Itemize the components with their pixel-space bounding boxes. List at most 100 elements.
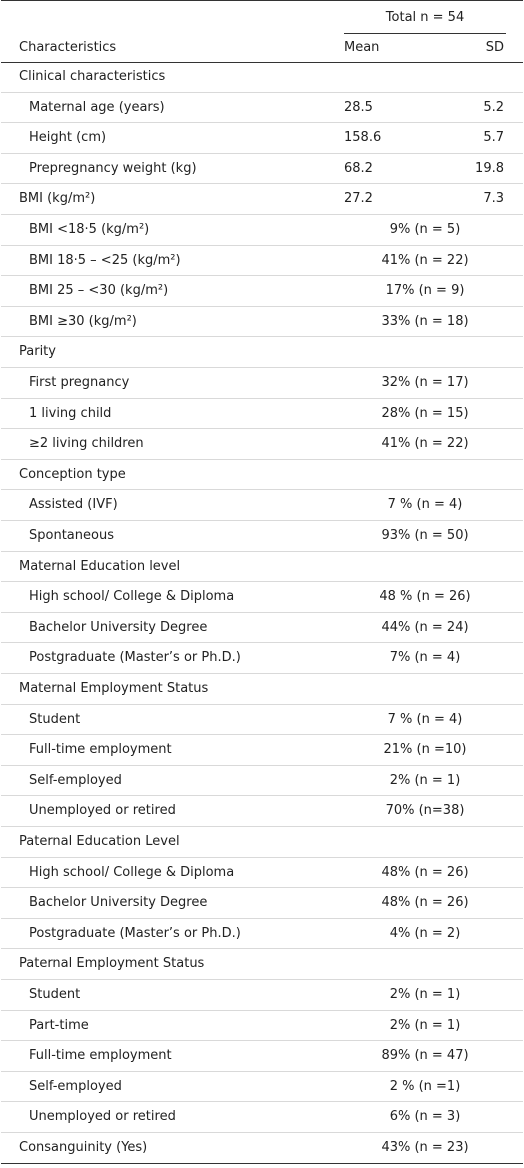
table-row: Postgraduate (Master’s or Ph.D.) 7% (n = … <box>1 643 523 674</box>
value-cell: 48 % (n = 26) <box>379 589 471 605</box>
sd-cell: 5.2 <box>483 99 504 115</box>
section-title: Conception type <box>19 466 126 482</box>
table-row: 1 living child 28% (n = 15) <box>1 399 523 430</box>
sd-cell: 19.8 <box>475 160 504 176</box>
row-label: Unemployed or retired <box>29 803 176 819</box>
row-label: BMI 25 – <30 (kg/m²) <box>29 283 169 299</box>
row-label: Bachelor University Degree <box>29 895 208 911</box>
value-cell: 2 % (n =1) <box>389 1078 461 1094</box>
row-label: Full-time employment <box>29 742 172 758</box>
table-row: Unemployed or retired 6% (n = 3) <box>1 1102 523 1133</box>
table-row: BMI 18·5 – <25 (kg/m²) 41% (n = 22) <box>1 246 523 277</box>
value-cell: 44% (n = 24) <box>381 619 469 635</box>
row-label: BMI 18·5 – <25 (kg/m²) <box>29 252 181 268</box>
table-row: Prepregnancy weight (kg) 68.2 19.8 <box>1 154 523 185</box>
row-label: Full-time employment <box>29 1048 172 1064</box>
value-cell: 93% (n = 50) <box>381 528 469 543</box>
row-label: High school/ College & Diploma <box>29 864 235 880</box>
value-cell: 41% (n = 22) <box>381 436 469 452</box>
value-cell: 7% (n = 4) <box>389 650 461 666</box>
table-row: Parity <box>1 337 523 368</box>
sd-cell: 5.7 <box>483 130 504 146</box>
table-row: High school/ College & Diploma 48% (n = 2… <box>1 858 523 889</box>
table-row: Maternal Employment Status <box>1 674 523 705</box>
table-row: BMI 25 – <30 (kg/m²) 17% (n = 9) <box>1 276 523 307</box>
table-row: BMI <18·5 (kg/m²) 9% (n = 5) <box>1 215 523 246</box>
section-title: Parity <box>19 344 56 360</box>
table-row: High school/ College & Diploma 48 % (n = … <box>1 582 523 613</box>
table-row: Postgraduate (Master’s or Ph.D.) 4% (n = … <box>1 919 523 950</box>
mean-cell: 158.6 <box>344 130 382 146</box>
value-cell: 33% (n = 18) <box>381 313 469 329</box>
section-title: Maternal Education level <box>19 558 181 574</box>
value-cell: 9% (n = 5) <box>389 222 461 237</box>
group-header: Total n = 54 <box>385 10 465 25</box>
value-cell: 17% (n = 9) <box>385 283 465 299</box>
table-row: Unemployed or retired 70% (n=38) <box>1 796 523 827</box>
row-label: Part-time <box>29 1017 89 1033</box>
section-title: Consanguinity (Yes) <box>19 1140 148 1155</box>
value-cell: 70% (n=38) <box>385 803 465 819</box>
table-row: Self-employed 2% (n = 1) <box>1 766 523 797</box>
row-label: BMI ≥30 (kg/m²) <box>29 313 137 329</box>
row-label: Student <box>29 987 81 1002</box>
row-label: First pregnancy <box>29 375 130 390</box>
value-cell: 41% (n = 22) <box>381 252 469 268</box>
mean-cell: 28.5 <box>344 99 373 115</box>
row-label: Unemployed or retired <box>29 1109 176 1125</box>
table-row: Paternal Education Level <box>1 827 523 858</box>
value-cell: 2% (n = 1) <box>389 987 461 1002</box>
value-cell: 7 % (n = 4) <box>387 497 463 513</box>
row-label: 1 living child <box>29 405 112 421</box>
value-cell: 7 % (n = 4) <box>387 711 463 727</box>
mean-cell: 68.2 <box>344 160 373 176</box>
section-title: Maternal Employment Status <box>19 681 209 696</box>
value-cell: 43% (n = 23) <box>381 1140 469 1155</box>
value-cell: 6% (n = 3) <box>389 1109 461 1125</box>
table-row: Consanguinity (Yes) 43% (n = 23) <box>1 1133 523 1164</box>
section-title: Paternal Education Level <box>19 834 180 849</box>
row-label: Assisted (IVF) <box>29 497 118 513</box>
row-label: Postgraduate (Master’s or Ph.D.) <box>29 925 241 941</box>
value-cell: 21% (n =10) <box>383 742 467 758</box>
group-rule <box>344 33 506 34</box>
row-label: Spontaneous <box>29 528 114 543</box>
mean-cell: 27.2 <box>344 191 373 207</box>
value-cell: 48% (n = 26) <box>381 895 469 911</box>
section-title: BMI (kg/m²) <box>19 191 96 207</box>
table-row: Paternal Employment Status <box>1 949 523 980</box>
table-row: Self-employed 2 % (n =1) <box>1 1072 523 1103</box>
table-row: Full-time employment 21% (n =10) <box>1 735 523 766</box>
value-cell: 48% (n = 26) <box>381 864 469 880</box>
table-row: Spontaneous 93% (n = 50) <box>1 521 523 552</box>
row-label: Maternal age (years) <box>29 99 165 115</box>
row-label: ≥2 living children <box>29 436 144 452</box>
value-cell: 28% (n = 15) <box>381 405 469 421</box>
table-row: Height (cm) 158.6 5.7 <box>1 123 523 154</box>
table-row: First pregnancy 32% (n = 17) <box>1 368 523 399</box>
table-row: Student 7 % (n = 4) <box>1 705 523 736</box>
column-header: Mean <box>344 40 380 55</box>
table-row: Part-time 2% (n = 1) <box>1 1011 523 1042</box>
table-row: BMI ≥30 (kg/m²) 33% (n = 18) <box>1 307 523 338</box>
row-label: Self-employed <box>29 772 122 788</box>
table-row: Maternal Education level <box>1 552 523 583</box>
row-label: Bachelor University Degree <box>29 619 208 635</box>
table-row: Student 2% (n = 1) <box>1 980 523 1011</box>
value-cell: 2% (n = 1) <box>389 772 461 788</box>
table-row: Conception type <box>1 460 523 491</box>
value-cell: 32% (n = 17) <box>381 375 469 390</box>
row-label: Postgraduate (Master’s or Ph.D.) <box>29 650 241 666</box>
row-label: Prepregnancy weight (kg) <box>29 160 197 176</box>
table-row: ≥2 living children 41% (n = 22) <box>1 429 523 460</box>
table-header: Total n = 54 Characteristics Mean SD <box>1 1 523 63</box>
table-row: Full-time employment 89% (n = 47) <box>1 1041 523 1072</box>
value-cell: 2% (n = 1) <box>389 1017 461 1033</box>
row-label: Self-employed <box>29 1078 122 1094</box>
value-cell: 4% (n = 2) <box>389 925 461 941</box>
table-row: Clinical characteristics <box>1 62 523 93</box>
column-header: SD <box>485 40 504 55</box>
table-row: Assisted (IVF) 7 % (n = 4) <box>1 490 523 521</box>
column-header: Characteristics <box>19 40 117 55</box>
